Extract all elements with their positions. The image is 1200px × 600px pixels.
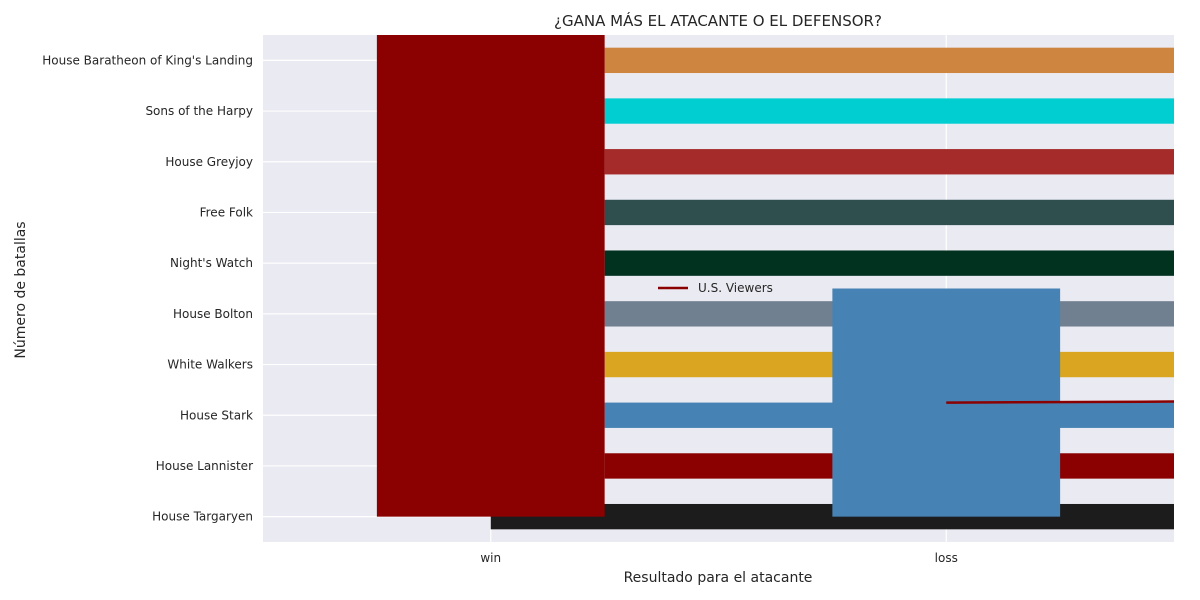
chart-title: ¿GANA MÁS EL ATACANTE O EL DEFENSOR? bbox=[554, 11, 882, 30]
x-axis-label: Resultado para el atacante bbox=[624, 570, 813, 586]
x-tick-labels: win loss bbox=[480, 551, 957, 565]
line-series bbox=[946, 400, 1175, 404]
y-tick-label: House Targaryen bbox=[152, 510, 253, 524]
y-tick-label: House Bolton bbox=[173, 307, 253, 321]
hbar-night-s-watch bbox=[604, 250, 1174, 276]
hbar-free-folk bbox=[604, 199, 1174, 226]
hbar-house-greyjoy bbox=[604, 149, 1174, 175]
y-tick-label: House Stark bbox=[180, 408, 253, 422]
legend-label: U.S. Viewers bbox=[698, 281, 773, 295]
hbar-house-baratheon-of-king-s-landing bbox=[604, 47, 1174, 74]
hbar-sons-of-the-harpy bbox=[604, 98, 1174, 124]
y-axis-label: Número de batallas bbox=[13, 221, 29, 358]
x-tick-label: loss bbox=[935, 551, 958, 565]
y-tick-label: House Lannister bbox=[156, 459, 253, 473]
legend: U.S. Viewers bbox=[658, 281, 773, 295]
y-tick-labels: House Targaryen House Lannister House Star… bbox=[42, 53, 253, 523]
x-tick-label: win bbox=[480, 551, 501, 565]
y-tick-label: Sons of the Harpy bbox=[145, 104, 253, 118]
y-tick-label: Night's Watch bbox=[170, 256, 253, 270]
y-tick-label: House Greyjoy bbox=[165, 155, 253, 169]
y-tick-label: House Baratheon of King's Landing bbox=[42, 53, 253, 67]
vbar-win bbox=[376, 35, 605, 517]
y-tick-label: White Walkers bbox=[167, 358, 253, 372]
y-tick-label: Free Folk bbox=[200, 205, 253, 219]
line-us-viewers bbox=[946, 400, 1175, 404]
